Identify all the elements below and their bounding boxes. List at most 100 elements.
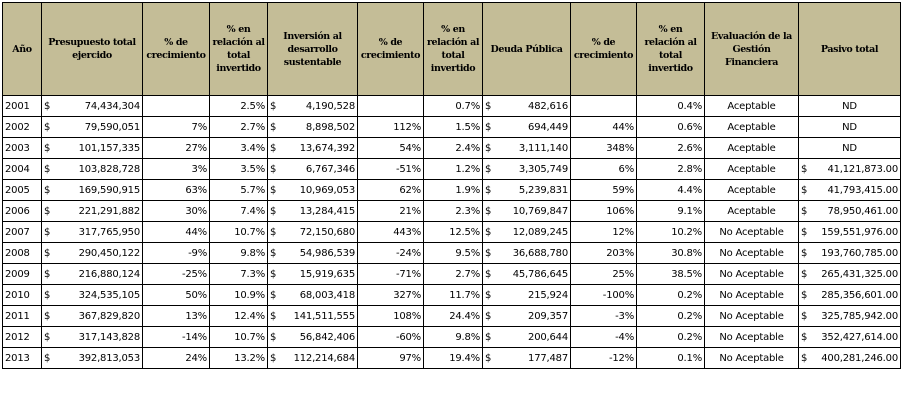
currency-symbol: $: [270, 205, 277, 217]
currency-symbol: $: [485, 184, 492, 196]
amount-value: 392,813,053: [78, 352, 141, 364]
amount-value: 209,357: [528, 310, 568, 322]
currency-symbol: $: [270, 331, 277, 343]
cell-evaluation: No Aceptable: [704, 326, 799, 348]
cell-evaluation: Aceptable: [704, 179, 799, 201]
currency-symbol: $: [485, 289, 492, 301]
cell-investment: $112,214,684: [267, 347, 358, 369]
amount-value: ND: [842, 121, 857, 133]
cell-budget-growth: 27%: [142, 137, 210, 159]
currency-symbol: $: [485, 205, 492, 217]
cell-debt-pct: 0.2%: [636, 284, 705, 306]
currency-symbol: $: [485, 268, 492, 280]
cell-investment-growth: 62%: [357, 179, 424, 201]
cell-debt-growth: -3%: [570, 305, 637, 327]
amount-value: 221,291,882: [78, 205, 141, 217]
cell-debt-growth: [570, 95, 637, 117]
cell-debt-growth: 203%: [570, 242, 637, 264]
cell-liabilities: ND: [798, 137, 901, 159]
cell-investment-pct: 1.9%: [423, 179, 483, 201]
cell-investment-growth: -51%: [357, 158, 424, 180]
amount-value: 45,786,645: [512, 268, 568, 280]
cell-debt-pct: 2.8%: [636, 158, 705, 180]
cell-debt-growth: 348%: [570, 137, 637, 159]
cell-budget: $216,880,124: [41, 263, 143, 285]
header-budget: Presupuesto total ejercido: [41, 2, 143, 96]
cell-year: 2012: [2, 326, 42, 348]
amount-value: 4,190,528: [305, 100, 355, 112]
amount-value: 177,487: [528, 352, 568, 364]
amount-value: 159,551,976.00: [821, 226, 898, 238]
amount-value: 36,688,780: [512, 247, 568, 259]
cell-evaluation: No Aceptable: [704, 263, 799, 285]
cell-year: 2004: [2, 158, 42, 180]
cell-liabilities: $325,785,942.00: [798, 305, 901, 327]
table-row: 2007 $317,765,950 44% 10.7% $72,150,680 443% 1…: [2, 221, 901, 243]
cell-year: 2008: [2, 242, 42, 264]
amount-value: 112,214,684: [293, 352, 356, 364]
currency-symbol: $: [44, 310, 51, 322]
currency-symbol: $: [485, 163, 492, 175]
currency-symbol: $: [801, 331, 808, 343]
cell-investment-pct: 2.7%: [423, 263, 483, 285]
table-row: 2002 $79,590,051 7% 2.7% $8,898,502 112% 1.5% $…: [2, 116, 901, 138]
table-row: 2006 $221,291,882 30% 7.4% $13,284,415 21% 2.3…: [2, 200, 901, 222]
amount-value: 169,590,915: [78, 184, 141, 196]
cell-investment: $13,674,392: [267, 137, 358, 159]
cell-debt-pct: 0.4%: [636, 95, 705, 117]
cell-budget: $103,828,728: [41, 158, 143, 180]
cell-liabilities: $41,121,873.00: [798, 158, 901, 180]
amount-value: 324,535,105: [78, 289, 141, 301]
cell-debt: $482,616: [482, 95, 571, 117]
cell-debt-pct: 0.6%: [636, 116, 705, 138]
amount-value: 74,434,304: [84, 100, 140, 112]
cell-investment-pct: 1.5%: [423, 116, 483, 138]
header-debt-growth: % de crecimiento: [570, 2, 637, 96]
cell-liabilities: $41,793,415.00: [798, 179, 901, 201]
currency-symbol: $: [801, 268, 808, 280]
cell-investment: $15,919,635: [267, 263, 358, 285]
cell-liabilities: $400,281,246.00: [798, 347, 901, 369]
amount-value: 400,281,246.00: [821, 352, 898, 364]
cell-evaluation: No Aceptable: [704, 284, 799, 306]
cell-year: 2011: [2, 305, 42, 327]
amount-value: 78,950,461.00: [827, 205, 898, 217]
cell-investment-growth: 97%: [357, 347, 424, 369]
amount-value: 5,239,831: [518, 184, 568, 196]
cell-budget-pct: 7.4%: [209, 200, 268, 222]
currency-symbol: $: [270, 268, 277, 280]
cell-evaluation: No Aceptable: [704, 347, 799, 369]
cell-budget-pct: 3.4%: [209, 137, 268, 159]
cell-budget: $392,813,053: [41, 347, 143, 369]
amount-value: 265,431,325.00: [821, 268, 898, 280]
cell-budget-growth: [142, 95, 210, 117]
cell-investment: $54,986,539: [267, 242, 358, 264]
cell-evaluation: Aceptable: [704, 95, 799, 117]
cell-year: 2007: [2, 221, 42, 243]
cell-debt: $5,239,831: [482, 179, 571, 201]
cell-liabilities: $159,551,976.00: [798, 221, 901, 243]
cell-budget: $169,590,915: [41, 179, 143, 201]
cell-evaluation: Aceptable: [704, 137, 799, 159]
cell-liabilities: ND: [798, 95, 901, 117]
cell-year: 2005: [2, 179, 42, 201]
cell-budget-growth: 3%: [142, 158, 210, 180]
table-row: 2010 $324,535,105 50% 10.9% $68,003,418 327% 1…: [2, 284, 901, 306]
cell-investment-pct: 9.5%: [423, 242, 483, 264]
cell-budget-pct: 2.7%: [209, 116, 268, 138]
cell-debt: $209,357: [482, 305, 571, 327]
cell-investment: $10,969,053: [267, 179, 358, 201]
cell-debt-pct: 9.1%: [636, 200, 705, 222]
cell-debt-pct: 0.1%: [636, 347, 705, 369]
cell-budget: $317,765,950: [41, 221, 143, 243]
cell-debt-pct: 38.5%: [636, 263, 705, 285]
cell-budget-pct: 10.7%: [209, 221, 268, 243]
cell-debt-growth: 12%: [570, 221, 637, 243]
header-budget-growth: % de crecimiento: [142, 2, 210, 96]
cell-liabilities: $285,356,601.00: [798, 284, 901, 306]
cell-debt: $36,688,780: [482, 242, 571, 264]
cell-liabilities: ND: [798, 116, 901, 138]
currency-symbol: $: [270, 100, 277, 112]
cell-investment: $6,767,346: [267, 158, 358, 180]
amount-value: 3,305,749: [518, 163, 568, 175]
